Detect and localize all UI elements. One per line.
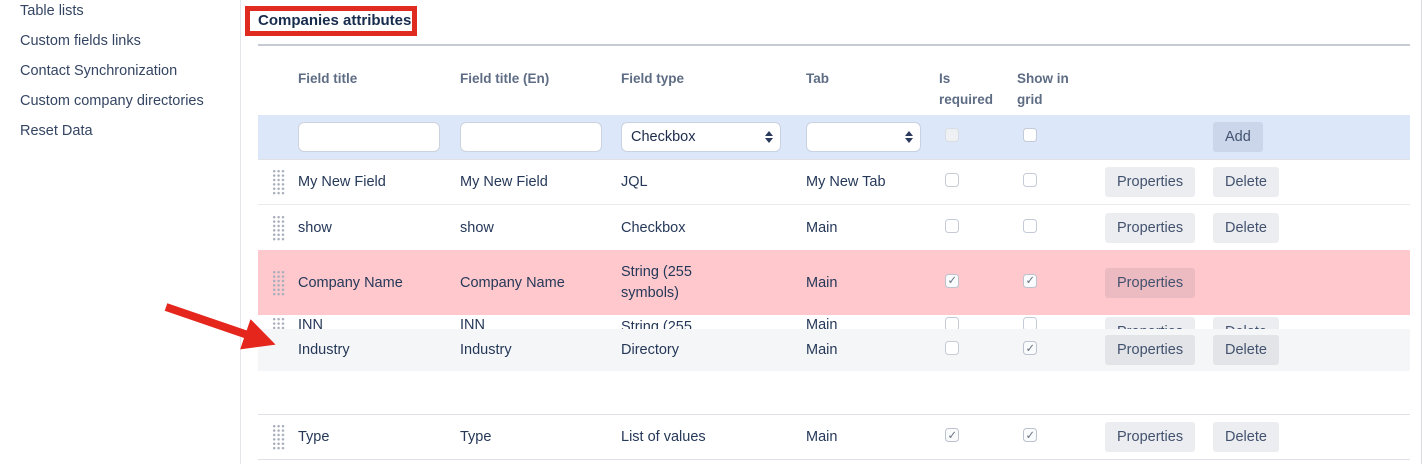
cell-field-type: Checkbox — [621, 219, 686, 236]
cell-field-type: JQL — [621, 174, 648, 190]
drag-handle-icon[interactable] — [271, 424, 285, 450]
sidebar-divider — [240, 0, 241, 464]
select-stepper-icon — [905, 131, 913, 143]
properties-button[interactable]: Properties — [1105, 212, 1196, 243]
table-header-row: Field title Field title (En) Field type … — [258, 60, 1410, 110]
cell-field-title: Company Name — [298, 274, 403, 291]
column-header-tab: Tab — [806, 71, 829, 86]
add-button[interactable]: Add — [1213, 122, 1263, 152]
sidebar-item-reset-data[interactable]: Reset Data — [20, 123, 93, 139]
table-row-show: show show Checkbox Main Properties Delet… — [258, 205, 1410, 250]
show-in-grid-checkbox[interactable] — [1023, 173, 1037, 187]
delete-button[interactable]: Delete — [1213, 335, 1279, 365]
drag-handle-icon[interactable] — [271, 214, 285, 241]
cell-tab: Main — [806, 274, 838, 291]
show-in-grid-checkbox[interactable] — [1023, 273, 1037, 288]
sidebar: Table lists Custom fields links Contact … — [0, 0, 240, 464]
tab-select[interactable] — [806, 122, 921, 152]
sidebar-item-custom-fields-links[interactable]: Custom fields links — [20, 33, 141, 49]
is-required-checkbox[interactable] — [945, 428, 959, 442]
is-required-checkbox[interactable] — [945, 173, 959, 187]
sidebar-item-custom-company-directories[interactable]: Custom company directories — [20, 93, 204, 109]
cell-tab: Main — [806, 219, 838, 236]
show-in-grid-checkbox[interactable] — [1023, 128, 1037, 142]
delete-button[interactable]: Delete — [1213, 212, 1279, 243]
is-required-checkbox[interactable] — [945, 341, 959, 355]
sidebar-item-table-lists[interactable]: Table lists — [20, 3, 84, 19]
column-header-field-title-en: Field title (En) — [460, 71, 550, 86]
cell-tab: Main — [806, 429, 838, 445]
cell-field-type: List of values — [621, 429, 706, 445]
cell-field-title: Type — [298, 429, 330, 445]
table-row-type: Type Type List of values Main Properties… — [258, 414, 1410, 460]
cell-field-type: String (255 symbols) — [621, 263, 692, 301]
cell-field-title-en: Type — [460, 429, 492, 445]
is-required-checkbox[interactable] — [945, 273, 959, 288]
scrollbar-track[interactable] — [1421, 0, 1422, 464]
show-in-grid-checkbox[interactable] — [1023, 341, 1037, 355]
cell-field-title-en: Company Name — [460, 274, 565, 291]
cell-field-title-en: My New Field — [460, 174, 548, 190]
delete-button[interactable]: Delete — [1213, 422, 1279, 452]
main-content: Companies attributes Field title Field t… — [245, 0, 1410, 464]
field-type-select[interactable]: Checkbox — [621, 122, 781, 152]
title-underline — [258, 44, 1410, 46]
cell-field-type: Directory — [621, 342, 680, 358]
sidebar-item-contact-synchronization[interactable]: Contact Synchronization — [20, 63, 178, 79]
cell-field-title: My New Field — [298, 174, 386, 190]
drag-handle-icon[interactable] — [271, 269, 285, 296]
properties-button[interactable]: Properties — [1105, 335, 1196, 365]
properties-button[interactable]: Properties — [1105, 267, 1196, 298]
is-required-checkbox[interactable] — [945, 128, 959, 142]
properties-button[interactable]: Properties — [1105, 422, 1196, 452]
new-field-row: Checkbox Add — [258, 115, 1410, 160]
field-title-en-input[interactable] — [460, 122, 602, 152]
column-header-show-in-grid: Show in grid — [1017, 71, 1069, 107]
column-header-field-title: Field title — [298, 71, 358, 86]
drag-handle-icon[interactable] — [271, 169, 285, 195]
delete-button[interactable]: Delete — [1213, 167, 1279, 197]
cell-tab: Main — [806, 342, 838, 358]
table-row-company-name: Company Name Company Name String (255 sy… — [258, 250, 1410, 315]
select-stepper-icon — [765, 131, 773, 143]
properties-button[interactable]: Properties — [1105, 167, 1196, 197]
field-title-input[interactable] — [298, 122, 440, 152]
cell-field-title: show — [298, 219, 332, 236]
column-header-is-required: Is required — [939, 71, 994, 107]
table-row-my-new-field: My New Field My New Field JQL My New Tab… — [258, 160, 1410, 205]
is-required-checkbox[interactable] — [945, 218, 959, 233]
show-in-grid-checkbox[interactable] — [1023, 428, 1037, 442]
show-in-grid-checkbox[interactable] — [1023, 218, 1037, 233]
field-type-selected-value: Checkbox — [631, 129, 696, 145]
cell-field-title-en: Industry — [460, 342, 512, 358]
cell-field-title: Industry — [298, 342, 350, 358]
cell-field-title-en: show — [460, 219, 494, 236]
column-header-field-type: Field type — [621, 71, 685, 86]
table-row-industry-dragging: Industry Industry Directory Main Propert… — [258, 329, 1410, 371]
page-title: Companies attributes — [258, 12, 412, 29]
cell-tab: My New Tab — [806, 174, 886, 190]
